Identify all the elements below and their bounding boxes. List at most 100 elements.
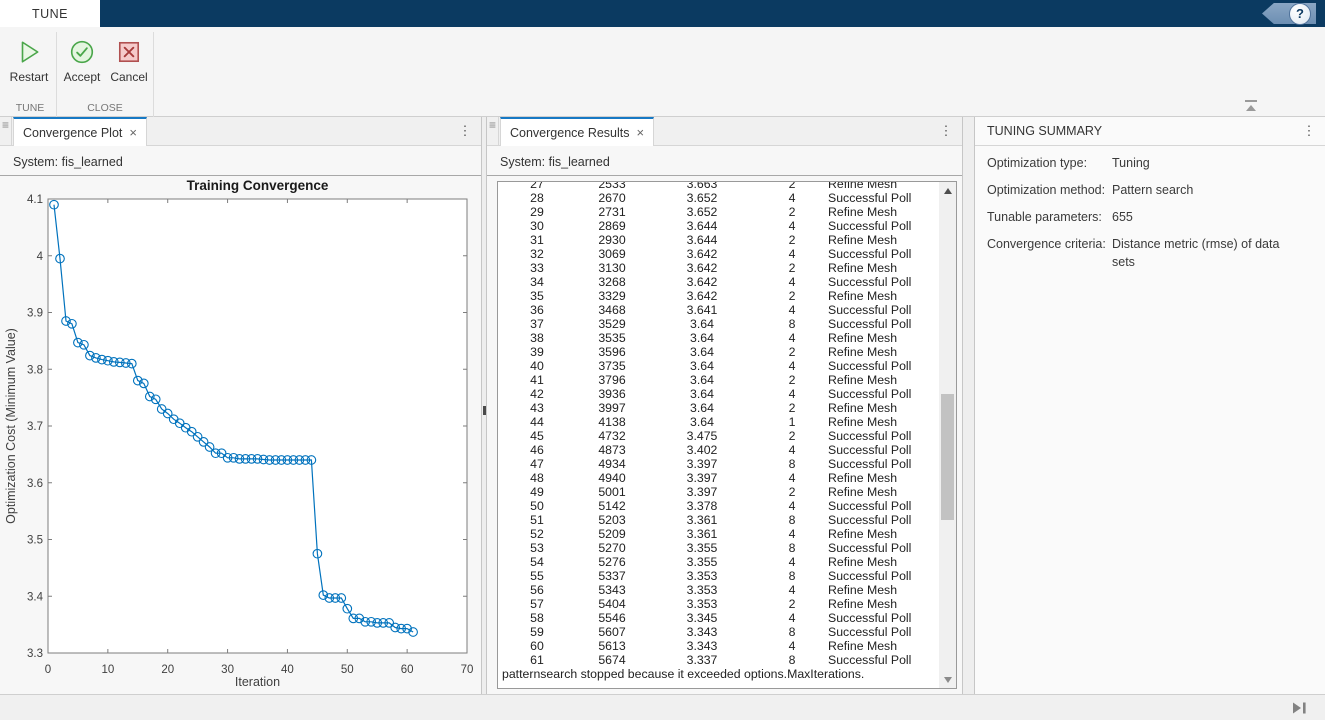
summary-label: Tunable parameters:	[987, 210, 1102, 224]
tuning-summary-title: TUNING SUMMARY	[987, 124, 1103, 138]
restart-label: Restart	[9, 70, 49, 84]
divider	[0, 175, 481, 176]
check-circle-icon	[70, 40, 94, 64]
results-console[interactable]: 27 2533 3.663 2 Refine Mesh 28 2670 3.652 4 Succe…	[497, 181, 957, 689]
table-row: 40 3735 3.64 4 Successful Poll	[530, 359, 912, 373]
svg-text:3.3: 3.3	[27, 648, 43, 660]
splitter-left[interactable]	[481, 117, 487, 694]
table-row: 61 5674 3.337 8 Successful Poll	[530, 653, 912, 667]
ribbon-separator	[56, 32, 57, 136]
results-table: 27 2533 3.663 2 Refine Mesh 28 2670 3.652 4 Succe…	[498, 181, 956, 667]
table-row: 51 5203 3.361 8 Successful Poll	[530, 513, 912, 527]
svg-text:30: 30	[221, 664, 234, 676]
tab-convergence-plot[interactable]: Convergence Plot ×	[13, 117, 147, 146]
table-row: 36 3468 3.641 4 Successful Poll	[530, 303, 912, 317]
summary-value: Tuning	[1112, 156, 1150, 170]
table-row: 37 3529 3.64 8 Successful Poll	[530, 317, 912, 331]
table-row: 57 5404 3.353 2 Refine Mesh	[530, 597, 898, 611]
svg-text:3.9: 3.9	[27, 308, 43, 320]
help-icon[interactable]: ?	[1289, 2, 1311, 25]
table-row: 49 5001 3.397 2 Refine Mesh	[530, 485, 898, 499]
close-icon[interactable]: ×	[636, 125, 645, 140]
svg-text:40: 40	[281, 664, 294, 676]
table-row: 31 2930 3.644 2 Refine Mesh	[530, 233, 898, 247]
tab-tune-label: TUNE	[31, 6, 69, 21]
svg-text:4: 4	[37, 251, 44, 263]
table-row: 56 5343 3.353 4 Refine Mesh	[530, 583, 898, 597]
titlebar: TUNE ?	[0, 0, 1325, 27]
svg-text:50: 50	[341, 664, 354, 676]
collapse-ribbon-icon[interactable]	[1242, 97, 1260, 115]
summary-row: Tunable parameters: 655	[987, 208, 1317, 226]
summary-row: Optimization type: Tuning	[987, 154, 1317, 172]
svg-text:Iteration: Iteration	[235, 675, 280, 689]
table-row: 34 3268 3.642 4 Successful Poll	[530, 275, 912, 289]
svg-text:Optimization Cost (Minimum Val: Optimization Cost (Minimum Value)	[4, 328, 18, 524]
table-row: 59 5607 3.343 8 Successful Poll	[530, 625, 912, 639]
cancel-button[interactable]: Cancel	[106, 35, 152, 111]
splitter-handle[interactable]	[483, 406, 486, 415]
table-row: 43 3997 3.64 2 Refine Mesh	[530, 401, 898, 415]
svg-text:3.7: 3.7	[27, 421, 43, 433]
table-row: 52 5209 3.361 4 Refine Mesh	[530, 527, 898, 541]
convergence-results-panel: ≡ Convergence Results × ⋮ System: fis_le…	[487, 117, 962, 694]
training-convergence-chart: 0 10 20 30 40 50 60 70 3.3 3.4 3.5 3.6 3.7 3.8 3.9 4 4.1…	[4, 178, 473, 689]
summary-row: Optimization method: Pattern search	[987, 181, 1317, 199]
table-row: 42 3936 3.64 4 Successful Poll	[530, 387, 912, 401]
table-row: 46 4873 3.402 4 Successful Poll	[530, 443, 912, 457]
table-row: 44 4138 3.64 1 Refine Mesh	[530, 415, 898, 429]
svg-text:4.1: 4.1	[27, 194, 43, 206]
table-row: 45 4732 3.475 2 Successful Poll	[530, 429, 912, 443]
panel-grip-icon[interactable]: ≡	[487, 117, 499, 145]
tab-tune[interactable]: TUNE	[0, 0, 100, 27]
table-row: 39 3596 3.64 2 Refine Mesh	[530, 345, 898, 359]
tab-convergence-plot-label: Convergence Plot	[23, 125, 123, 140]
summary-label: Optimization type:	[987, 156, 1088, 170]
table-row: 53 5270 3.355 8 Successful Poll	[530, 541, 912, 555]
plot-tabbar: ≡ Convergence Plot × ⋮	[0, 117, 481, 146]
plot-system-label: System: fis_learned	[13, 155, 123, 169]
svg-text:10: 10	[101, 664, 114, 676]
panel-menu-icon[interactable]: ⋮	[458, 123, 472, 138]
solver-status-line: patternsearch stopped because it exceede…	[502, 667, 865, 681]
summary-label: Optimization method:	[987, 183, 1106, 197]
table-row: 32 3069 3.642 4 Successful Poll	[530, 247, 912, 261]
svg-text:3.5: 3.5	[27, 535, 43, 547]
scrollbar-thumb[interactable]	[941, 394, 954, 520]
panel-menu-icon[interactable]: ⋮	[1302, 123, 1316, 138]
close-icon[interactable]: ×	[129, 125, 137, 140]
x-square-icon	[118, 41, 140, 63]
scroll-down-icon[interactable]	[939, 672, 956, 687]
table-row: 58 5546 3.345 4 Successful Poll	[530, 611, 912, 625]
convergence-plot-panel: ≡ Convergence Plot × ⋮ System: fis_learn…	[0, 117, 481, 694]
svg-text:3.4: 3.4	[27, 591, 44, 603]
table-row: 55 5337 3.353 8 Successful Poll	[530, 569, 912, 583]
expand-panel-icon[interactable]	[1291, 700, 1309, 716]
summary-value: Pattern search	[1112, 183, 1194, 197]
tuning-summary-header: TUNING SUMMARY ⋮	[975, 117, 1325, 146]
play-icon	[21, 41, 39, 63]
table-row: 27 2533 3.663 2 Refine Mesh	[530, 181, 898, 191]
svg-text:3.8: 3.8	[27, 364, 43, 376]
table-row: 30 2869 3.644 4 Successful Poll	[530, 219, 912, 233]
table-row: 29 2731 3.652 2 Refine Mesh	[530, 205, 898, 219]
table-row: 33 3130 3.642 2 Refine Mesh	[530, 261, 898, 275]
table-row: 41 3796 3.64 2 Refine Mesh	[530, 373, 898, 387]
ribbon-separator	[153, 32, 154, 136]
panel-menu-icon[interactable]: ⋮	[939, 123, 953, 138]
scroll-up-icon[interactable]	[939, 183, 956, 198]
group-label-close: CLOSE	[87, 102, 123, 114]
summary-value: 655	[1112, 210, 1133, 224]
accept-label: Accept	[63, 70, 101, 84]
results-scrollbar[interactable]	[939, 182, 956, 688]
tuning-summary-rows: Optimization type: Tuning Optimization met…	[987, 154, 1317, 280]
splitter-right[interactable]	[962, 117, 975, 694]
svg-text:3.6: 3.6	[27, 478, 43, 490]
divider	[487, 175, 962, 176]
tab-convergence-results[interactable]: Convergence Results ×	[500, 117, 655, 146]
summary-value: Distance metric (rmse) of data sets	[1112, 237, 1280, 269]
restart-button[interactable]: Restart	[6, 35, 52, 111]
panel-grip-icon[interactable]: ≡	[0, 117, 12, 145]
ribbon-toolstrip: Restart Accept Cancel TUNE CLOSE	[0, 27, 1325, 136]
accept-button[interactable]: Accept	[59, 35, 105, 111]
